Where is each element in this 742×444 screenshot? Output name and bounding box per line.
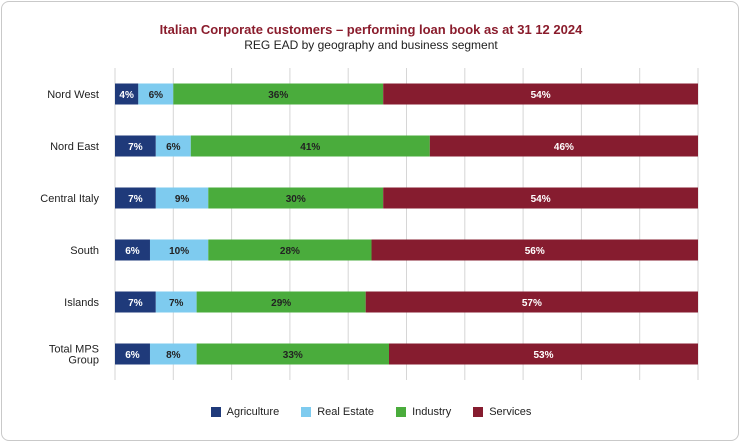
bar-segment-agriculture bbox=[115, 83, 139, 105]
data-label: 46% bbox=[554, 142, 574, 153]
data-label: 6% bbox=[125, 246, 140, 257]
category-label: Nord East bbox=[50, 141, 99, 153]
bar-segment-agriculture bbox=[115, 135, 156, 157]
legend-swatch bbox=[210, 407, 221, 417]
bar-segment-services bbox=[383, 83, 698, 105]
data-label: 28% bbox=[280, 246, 300, 257]
legend-swatch bbox=[396, 407, 407, 417]
data-label: 33% bbox=[283, 350, 303, 361]
bar-segment-services bbox=[429, 135, 698, 157]
legend-label: Real Estate bbox=[317, 406, 375, 418]
bar-segment-industry bbox=[208, 239, 372, 261]
bar-segment-industry bbox=[208, 187, 384, 209]
bar-segment-industry bbox=[196, 291, 366, 313]
bar-segment-industry bbox=[196, 343, 390, 365]
category-label: Nord West bbox=[47, 89, 99, 101]
data-label: 36% bbox=[268, 90, 288, 101]
data-label: 7% bbox=[169, 298, 184, 309]
legend-swatch bbox=[473, 407, 484, 417]
legend-item: Real Estate bbox=[301, 406, 374, 418]
data-label: 56% bbox=[525, 246, 545, 257]
bar-segment-agriculture bbox=[115, 239, 150, 261]
legend-label: Agriculture bbox=[226, 406, 280, 418]
bar-segment-real-estate bbox=[155, 291, 197, 313]
data-label: 6% bbox=[166, 142, 181, 153]
bar-segment-agriculture bbox=[115, 187, 156, 209]
data-label: 6% bbox=[149, 90, 164, 101]
bar-segment-services bbox=[365, 291, 698, 313]
chart-legend: Agriculture Real Estate Industry Services bbox=[0, 406, 742, 418]
legend-label: Services bbox=[489, 406, 532, 418]
bar-segment-services bbox=[371, 239, 698, 261]
data-label: 57% bbox=[522, 298, 542, 309]
data-label: 41% bbox=[300, 142, 320, 153]
chart-title: Italian Corporate customers – performing… bbox=[159, 22, 583, 37]
data-label: 7% bbox=[128, 142, 143, 153]
data-label: 7% bbox=[128, 298, 143, 309]
bar-segment-real-estate bbox=[138, 83, 174, 105]
data-label: 54% bbox=[531, 194, 551, 205]
data-label: 9% bbox=[175, 194, 190, 205]
legend-label: Industry bbox=[412, 406, 452, 418]
bar-segment-real-estate bbox=[155, 187, 209, 209]
category-label: South bbox=[70, 245, 99, 257]
chart-subtitle: REG EAD by geography and business segmen… bbox=[244, 38, 498, 52]
data-label: 10% bbox=[169, 246, 189, 257]
data-label: 29% bbox=[271, 298, 291, 309]
data-label: 7% bbox=[128, 194, 143, 205]
legend-swatch bbox=[301, 407, 312, 417]
bar-segment-agriculture bbox=[115, 343, 150, 365]
bar-segment-services bbox=[389, 343, 698, 365]
data-label: 54% bbox=[531, 90, 551, 101]
bar-segment-industry bbox=[190, 135, 430, 157]
legend-item: Services bbox=[473, 406, 531, 418]
bar-segment-industry bbox=[173, 83, 384, 105]
category-label: Total MPS Group bbox=[49, 344, 99, 367]
category-label: Central Italy bbox=[40, 193, 99, 205]
data-label: 8% bbox=[166, 350, 181, 361]
bar-segment-real-estate bbox=[155, 135, 191, 157]
legend-item: Industry bbox=[396, 406, 451, 418]
bar-segment-real-estate bbox=[149, 343, 197, 365]
data-label: 4% bbox=[119, 90, 134, 101]
bar-segment-services bbox=[383, 187, 698, 209]
bar-segment-real-estate bbox=[149, 239, 209, 261]
data-label: 6% bbox=[125, 350, 140, 361]
data-label: 53% bbox=[533, 350, 553, 361]
bar-segment-agriculture bbox=[115, 291, 156, 313]
legend-item: Agriculture bbox=[210, 406, 280, 418]
category-label: Islands bbox=[64, 297, 99, 309]
data-label: 30% bbox=[286, 194, 306, 205]
